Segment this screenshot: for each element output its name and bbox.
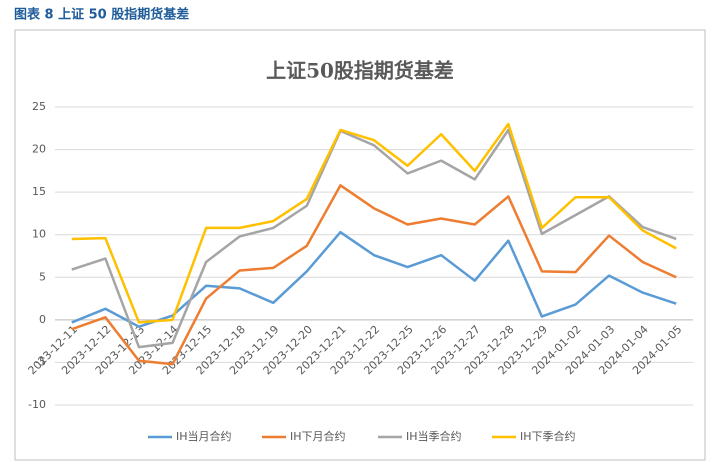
series-line (71, 122, 677, 324)
y-tick-label: -5 (35, 355, 46, 368)
chart-border (14, 29, 706, 461)
series-line (71, 230, 677, 328)
legend-label: IH下季合约 (520, 429, 576, 443)
y-tick-label: 25 (32, 100, 46, 113)
legend-label: IH当月合约 (176, 429, 232, 443)
y-tick-label: 10 (32, 228, 46, 241)
y-tick-label: -10 (28, 398, 46, 411)
y-tick-label: 15 (32, 185, 46, 198)
series-line (71, 184, 677, 366)
y-tick-label: 0 (39, 313, 46, 326)
y-tick-label: 20 (32, 143, 46, 156)
y-tick-label: 5 (39, 270, 46, 283)
header: 图表 8 上证 50 股指期货基差 (14, 7, 189, 23)
chart-title: 上证50股指期货基差 (266, 59, 454, 83)
legend-label: IH下月合约 (290, 429, 346, 443)
legend-label: IH当季合约 (406, 429, 462, 443)
series-line (71, 128, 677, 349)
